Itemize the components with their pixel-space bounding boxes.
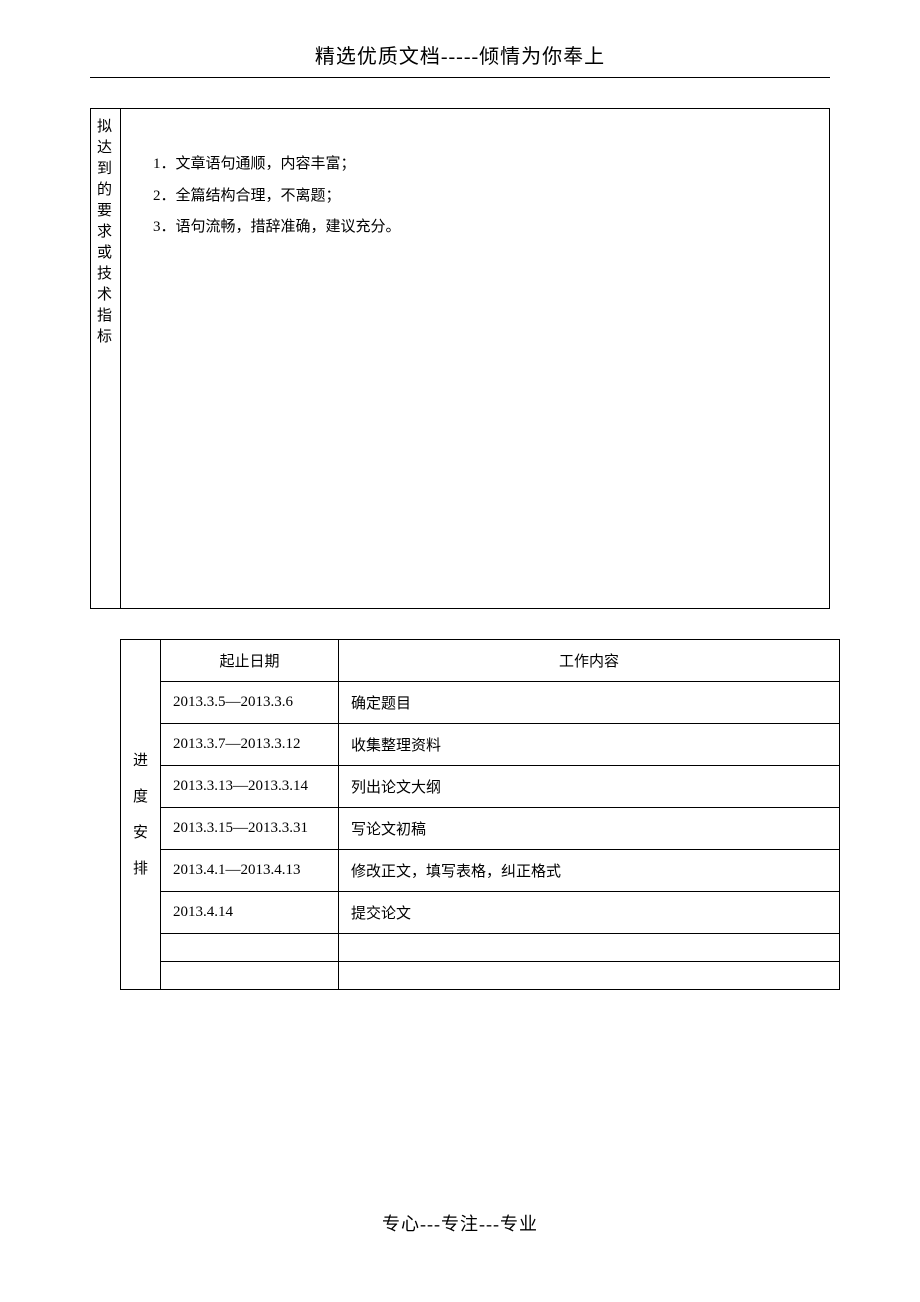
- schedule-content: 收集整理资料: [339, 724, 840, 766]
- page-header-title: 精选优质文档-----倾情为你奉上: [0, 40, 920, 69]
- schedule-content: 确定题目: [339, 682, 840, 724]
- schedule-header-row: 进 度 安 排 起止日期 工作内容: [121, 640, 840, 682]
- schedule-row: 2013.4.14 提交论文: [121, 892, 840, 934]
- schedule-row: 2013.3.5—2013.3.6 确定题目: [121, 682, 840, 724]
- label-char: 达: [95, 138, 116, 159]
- schedule-content: [339, 934, 840, 962]
- schedule-row: 2013.3.7—2013.3.12 收集整理资料: [121, 724, 840, 766]
- schedule-date: [161, 934, 339, 962]
- schedule-row: 2013.4.1—2013.4.13 修改正文，填写表格，纠正格式: [121, 850, 840, 892]
- schedule-header-date: 起止日期: [161, 640, 339, 682]
- schedule-date: 2013.4.1—2013.4.13: [161, 850, 339, 892]
- label-char: 技: [95, 264, 116, 285]
- label-char: 拟: [95, 117, 116, 138]
- requirements-content-cell: 1．文章语句通顺，内容丰富； 2．全篇结构合理，不离题； 3．语句流畅，措辞准确…: [121, 109, 830, 609]
- requirement-item: 3．语句流畅，措辞准确，建议充分。: [153, 212, 809, 244]
- schedule-row: [121, 962, 840, 990]
- schedule-content: 列出论文大纲: [339, 766, 840, 808]
- label-char: 度: [133, 779, 148, 815]
- page-footer-text: 专心---专注---专业: [0, 1210, 920, 1236]
- schedule-content: [339, 962, 840, 990]
- requirement-item: 2．全篇结构合理，不离题；: [153, 181, 809, 213]
- schedule-content: 修改正文，填写表格，纠正格式: [339, 850, 840, 892]
- schedule-date: 2013.3.15—2013.3.31: [161, 808, 339, 850]
- label-char: 安: [133, 815, 148, 851]
- label-char: 术: [95, 285, 116, 306]
- label-char: 进: [133, 743, 148, 779]
- schedule-content: 写论文初稿: [339, 808, 840, 850]
- label-char: 标: [95, 327, 116, 348]
- schedule-date: 2013.4.14: [161, 892, 339, 934]
- label-char: 指: [95, 306, 116, 327]
- schedule-content: 提交论文: [339, 892, 840, 934]
- requirements-label-cell: 拟 达 到 的 要 求 或 技 术 指 标: [91, 109, 121, 609]
- requirements-table: 拟 达 到 的 要 求 或 技 术 指 标 1．文章语句通顺，内容丰富； 2．全…: [90, 108, 830, 609]
- header-underline: [90, 77, 830, 78]
- schedule-date: 2013.3.13—2013.3.14: [161, 766, 339, 808]
- schedule-date: [161, 962, 339, 990]
- schedule-row: 2013.3.15—2013.3.31 写论文初稿: [121, 808, 840, 850]
- label-char: 到: [95, 159, 116, 180]
- label-char: 要: [95, 201, 116, 222]
- document-page: 精选优质文档-----倾情为你奉上 拟 达 到 的 要 求 或 技 术 指 标 …: [0, 0, 920, 1266]
- schedule-date: 2013.3.7—2013.3.12: [161, 724, 339, 766]
- label-char: 的: [95, 180, 116, 201]
- schedule-date: 2013.3.5—2013.3.6: [161, 682, 339, 724]
- schedule-label-cell: 进 度 安 排: [121, 640, 161, 990]
- schedule-table: 进 度 安 排 起止日期 工作内容 2013.3.5—2013.3.6 确定题目…: [120, 639, 840, 990]
- label-char: 排: [133, 851, 148, 887]
- schedule-row: 2013.3.13—2013.3.14 列出论文大纲: [121, 766, 840, 808]
- requirement-item: 1．文章语句通顺，内容丰富；: [153, 149, 809, 181]
- label-char: 求: [95, 222, 116, 243]
- label-char: 或: [95, 243, 116, 264]
- schedule-header-content: 工作内容: [339, 640, 840, 682]
- schedule-row: [121, 934, 840, 962]
